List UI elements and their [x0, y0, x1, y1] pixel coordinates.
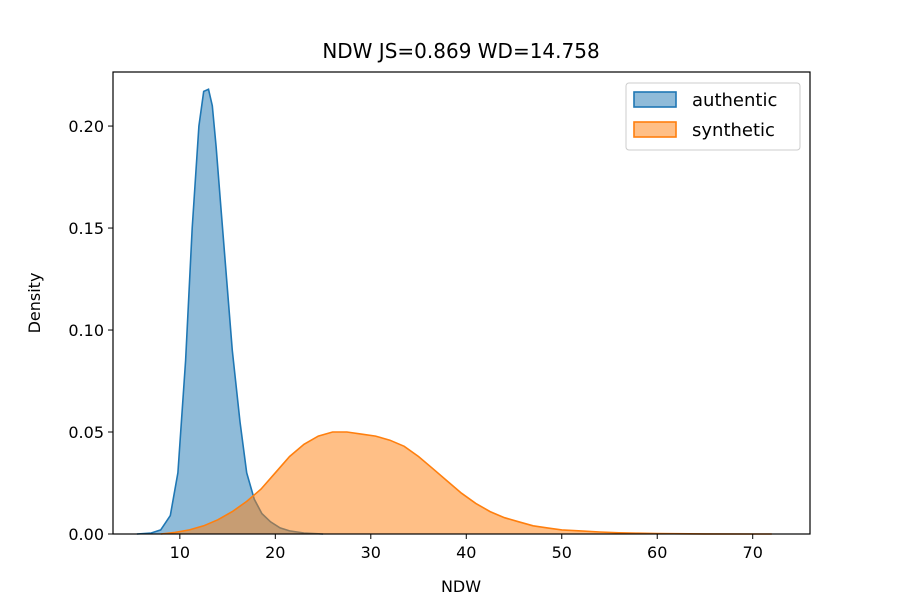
legend-swatch-authentic: [633, 91, 677, 108]
legend-swatch-synthetic: [633, 121, 677, 138]
y-tick-label: 0.10: [68, 321, 104, 340]
x-tick-label: 70: [743, 543, 763, 562]
x-tick-label: 30: [361, 543, 381, 562]
x-tick-label: 10: [170, 543, 190, 562]
series-line-synthetic: [160, 431, 772, 535]
y-tick-label: 0.05: [68, 423, 104, 442]
legend-label-authentic: authentic: [692, 90, 777, 111]
legend-label-synthetic: synthetic: [692, 120, 775, 141]
chart-title: NDW JS=0.869 WD=14.758: [322, 39, 599, 63]
series-area-synthetic: [160, 432, 772, 534]
plot-frame: [112, 71, 811, 535]
x-tick-label: 60: [647, 543, 667, 562]
y-tick-label: 0.20: [68, 117, 104, 136]
y-tick-label: 0.00: [68, 525, 104, 544]
x-tick-label: 40: [456, 543, 476, 562]
series-layer: [136, 88, 772, 535]
y-axis: 0.00 0.05 0.10 0.15 0.20: [68, 117, 113, 544]
legend: authentic synthetic: [625, 82, 801, 151]
x-tick-label: 50: [552, 543, 572, 562]
series-area-authentic: [136, 89, 324, 535]
y-tick-label: 0.15: [68, 219, 104, 238]
x-axis: 10 20 30 40 50 60 70: [170, 534, 763, 562]
x-tick-label: 20: [265, 543, 285, 562]
x-axis-label: NDW: [441, 577, 481, 596]
y-axis-label: Density: [25, 273, 44, 334]
